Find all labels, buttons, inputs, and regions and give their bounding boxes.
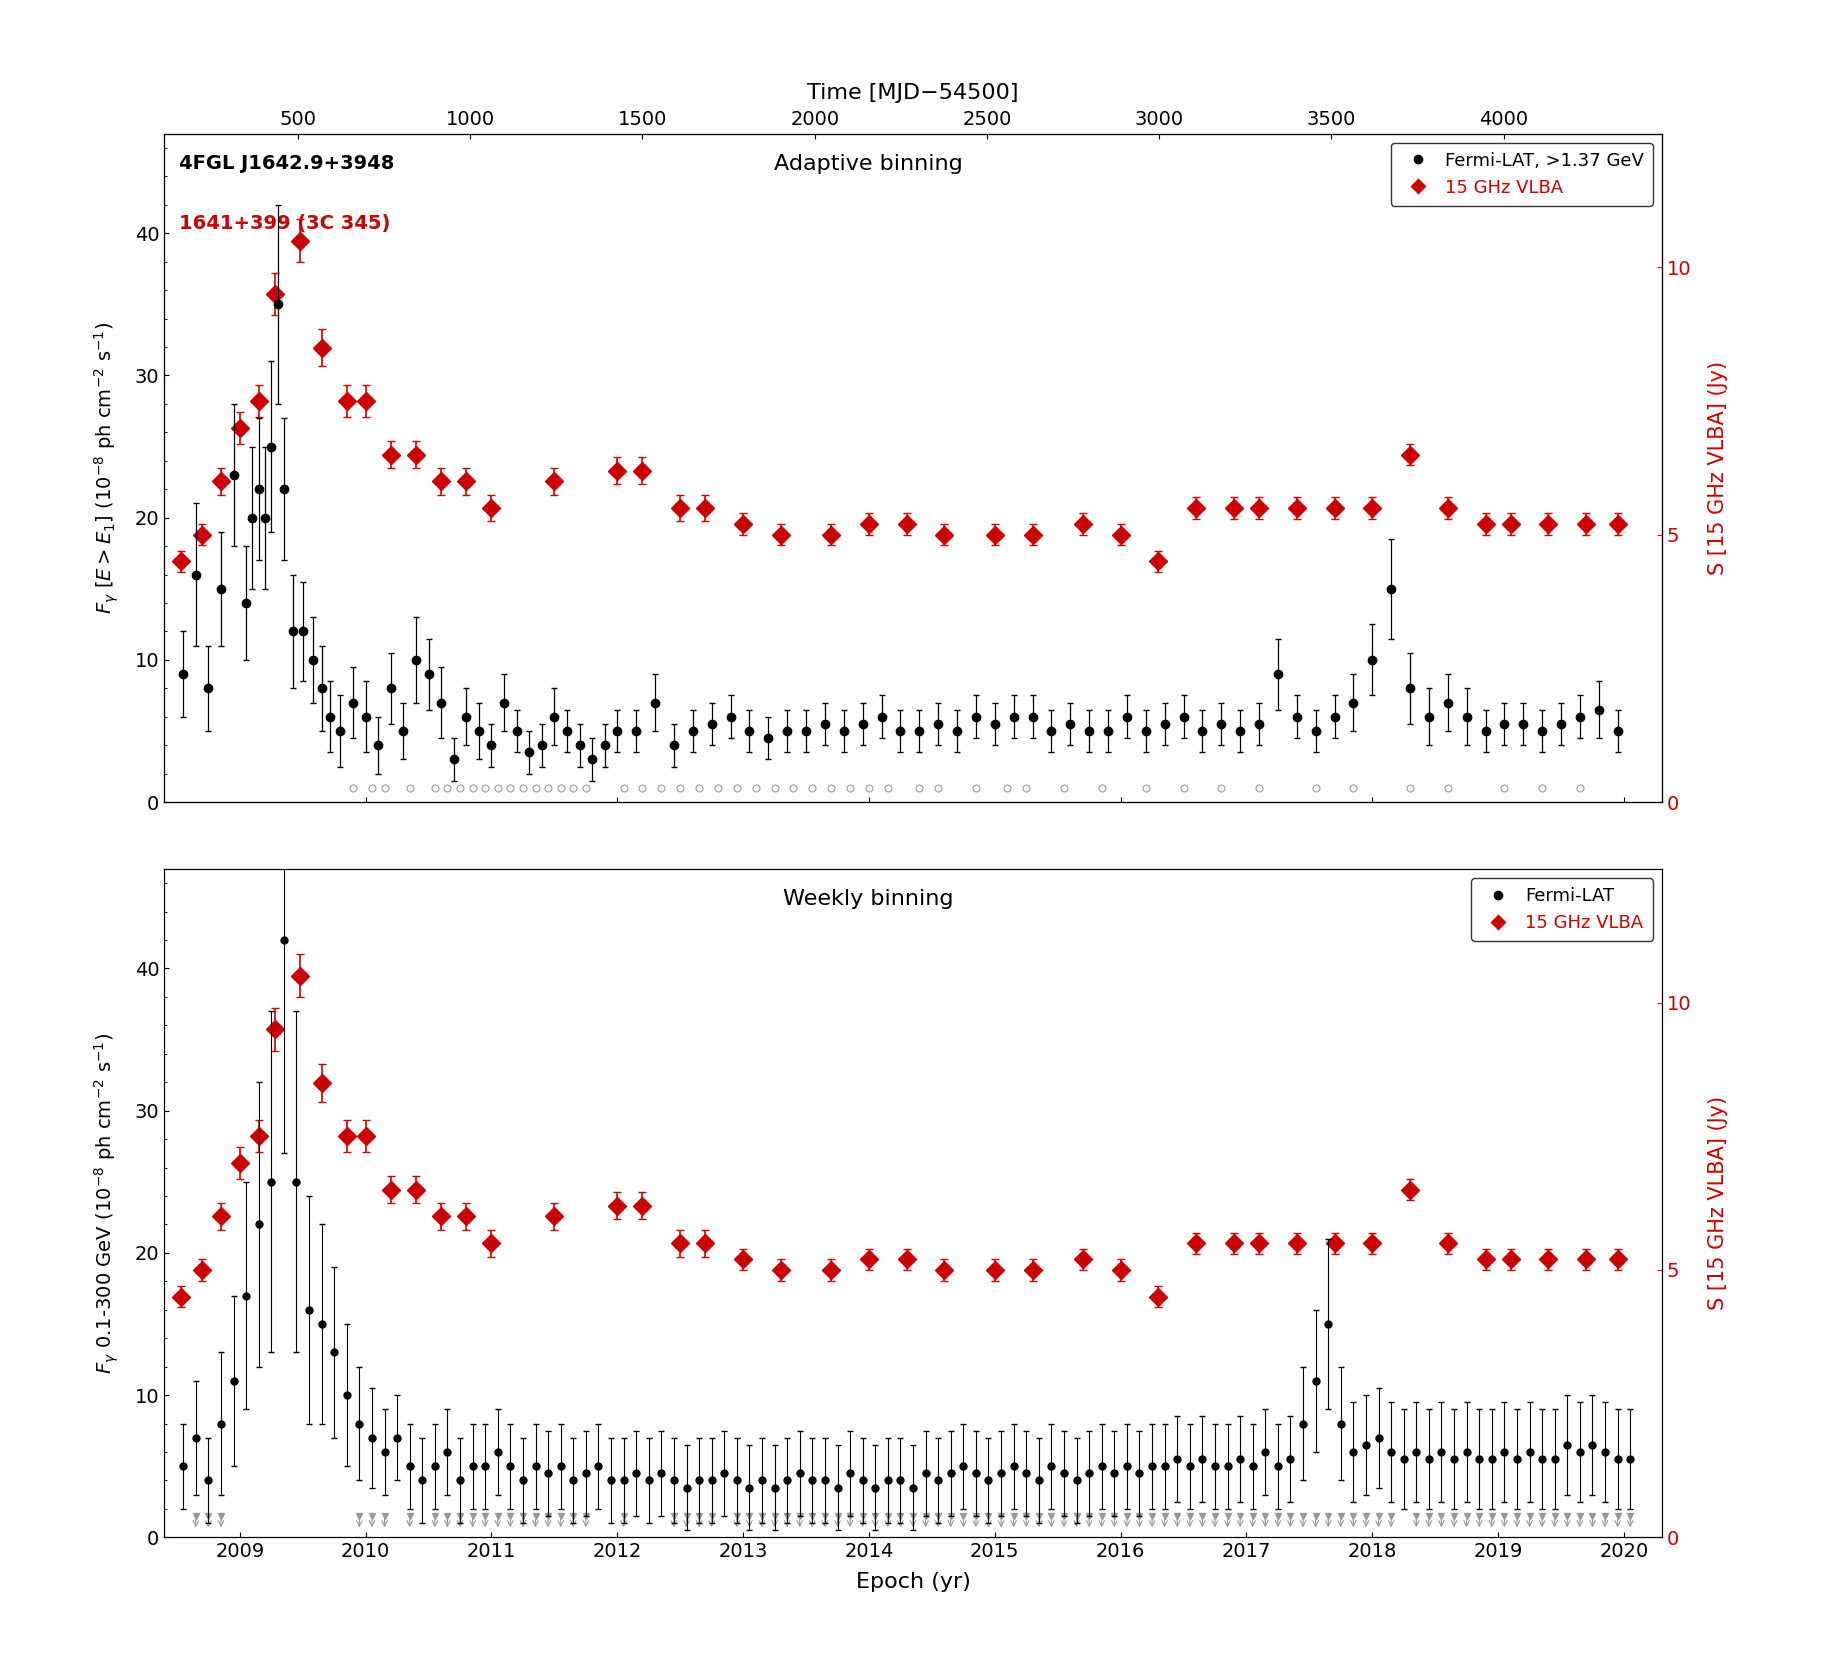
X-axis label: Epoch (yr): Epoch (yr) bbox=[856, 1572, 970, 1592]
Y-axis label: S [15 GHz VLBA] (Jy): S [15 GHz VLBA] (Jy) bbox=[1707, 361, 1727, 575]
Legend: Fermi-LAT, >1.37 GeV, 15 GHz VLBA: Fermi-LAT, >1.37 GeV, 15 GHz VLBA bbox=[1391, 142, 1653, 206]
Y-axis label: S [15 GHz VLBA] (Jy): S [15 GHz VLBA] (Jy) bbox=[1707, 1096, 1727, 1310]
Text: Adaptive binning: Adaptive binning bbox=[774, 154, 962, 174]
Text: 4FGL J1642.9+3948: 4FGL J1642.9+3948 bbox=[179, 154, 394, 172]
Y-axis label: $F_{\gamma}\ 0.1\text{-}300\ \mathrm{GeV}\ (10^{-8}\ \mathrm{ph\ cm^{-2}\ s^{-1}: $F_{\gamma}\ 0.1\text{-}300\ \mathrm{GeV… bbox=[93, 1033, 121, 1374]
Legend: Fermi-LAT, 15 GHz VLBA: Fermi-LAT, 15 GHz VLBA bbox=[1472, 877, 1653, 941]
Y-axis label: $F_{\gamma}\ [E>E_1]\ (10^{-8}\ \mathrm{ph\ cm^{-2}\ s^{-1}})$: $F_{\gamma}\ [E>E_1]\ (10^{-8}\ \mathrm{… bbox=[93, 323, 121, 613]
X-axis label: Time [MJD−54500]: Time [MJD−54500] bbox=[807, 82, 1019, 102]
Text: 1641+399 (3C 345): 1641+399 (3C 345) bbox=[179, 214, 391, 232]
Text: Weekly binning: Weekly binning bbox=[783, 889, 953, 909]
